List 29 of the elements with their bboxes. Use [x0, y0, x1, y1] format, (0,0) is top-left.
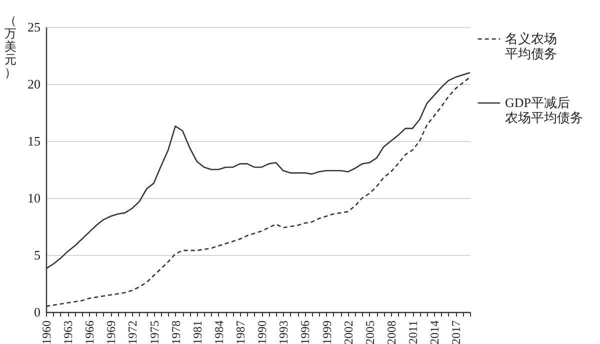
x-tick-label: 2005: [362, 320, 377, 344]
x-tick-label: 1981: [190, 320, 204, 344]
x-tick-label: 2008: [384, 320, 398, 344]
x-tick-label: 1996: [298, 320, 312, 344]
x-tick-label: 1972: [126, 320, 140, 344]
x-tick-label: 1963: [61, 320, 76, 344]
x-tick-label: 1993: [276, 320, 291, 344]
y-tick-label: 0: [34, 304, 40, 320]
x-tick-label: 1960: [40, 320, 54, 344]
y-tick-label: 15: [28, 134, 40, 148]
y-tick-label: 20: [28, 76, 40, 92]
x-tick-label: 2014: [428, 320, 442, 344]
legend-label: 名义农场平均债务: [505, 31, 557, 61]
x-tick-label: 1990: [255, 320, 270, 344]
y-tick-label: 25: [28, 20, 40, 34]
x-tick-label: 1978: [168, 320, 183, 344]
x-tick-label: 1966: [82, 320, 97, 344]
x-tick-label: 2011: [406, 320, 420, 344]
x-tick-label: 1975: [147, 320, 162, 344]
y-tick-label: 10: [28, 190, 40, 206]
x-tick-label: 1969: [104, 320, 118, 344]
x-tick-label: 1984: [212, 320, 226, 344]
y-axis-title: （万美元）: [4, 14, 16, 80]
x-tick-label: 2002: [341, 320, 356, 344]
y-tick-label: 5: [34, 248, 40, 262]
x-tick-label: 1987: [234, 320, 248, 344]
x-tick-label: 2017: [449, 320, 464, 344]
x-tick-label: 1999: [320, 320, 334, 344]
legend-label: GDP平减后农场平均债务: [505, 95, 583, 125]
